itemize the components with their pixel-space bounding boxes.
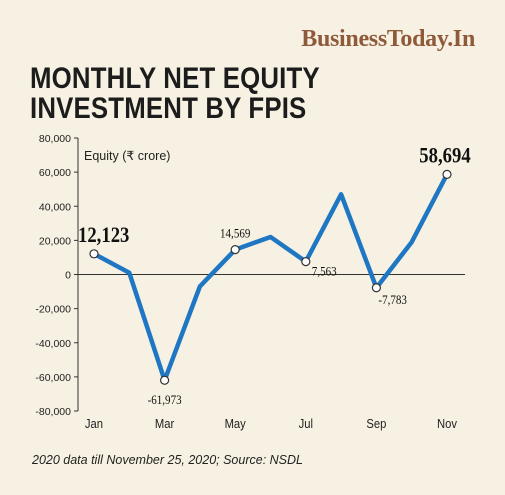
y-tick-label: -40,000 [35, 338, 71, 350]
data-point-marker [230, 245, 240, 255]
y-axis-label: Equity (₹ crore) [84, 149, 170, 163]
data-point-marker [442, 169, 452, 179]
x-tick-label: Jul [299, 416, 313, 431]
chart-title: MONTHLY NET EQUITY INVESTMENT BY FPIS [30, 64, 408, 124]
x-tick-label: Jan [85, 416, 103, 431]
x-tick-label: May [225, 416, 246, 431]
x-tick-label: Mar [155, 416, 174, 431]
data-label: 7,563 [312, 264, 337, 279]
data-point-marker [89, 249, 99, 259]
y-tick-label: 80,000 [39, 133, 71, 145]
x-tick-label: Sep [366, 416, 386, 431]
series-line [91, 172, 450, 383]
source-footnote: 2020 data till November 25, 2020; Source… [32, 453, 303, 467]
y-tick-label: -80,000 [35, 406, 71, 418]
brand-logo: BusinessToday.In [301, 26, 475, 52]
data-point-marker [160, 375, 170, 385]
data-point-marker [301, 256, 311, 267]
y-tick-label: 0 [65, 270, 71, 282]
data-label: 58,694 [419, 144, 470, 168]
x-tick-label: Nov [437, 416, 457, 431]
data-label: -61,973 [148, 392, 182, 407]
chart-title-line-2: INVESTMENT BY FPIS [30, 92, 307, 125]
data-label: -7,783 [378, 292, 407, 307]
y-tick-label: 20,000 [39, 235, 71, 247]
data-point-marker [371, 283, 381, 293]
data-label: 12,123 [78, 223, 129, 247]
y-tick-label: -20,000 [35, 304, 71, 316]
y-tick-label: 60,000 [39, 167, 71, 179]
chart-title-line-1: MONTHLY NET EQUITY [30, 62, 320, 95]
y-tick-label: 40,000 [39, 201, 71, 213]
y-tick-label: -60,000 [35, 372, 71, 384]
data-label: 14,569 [220, 226, 250, 241]
